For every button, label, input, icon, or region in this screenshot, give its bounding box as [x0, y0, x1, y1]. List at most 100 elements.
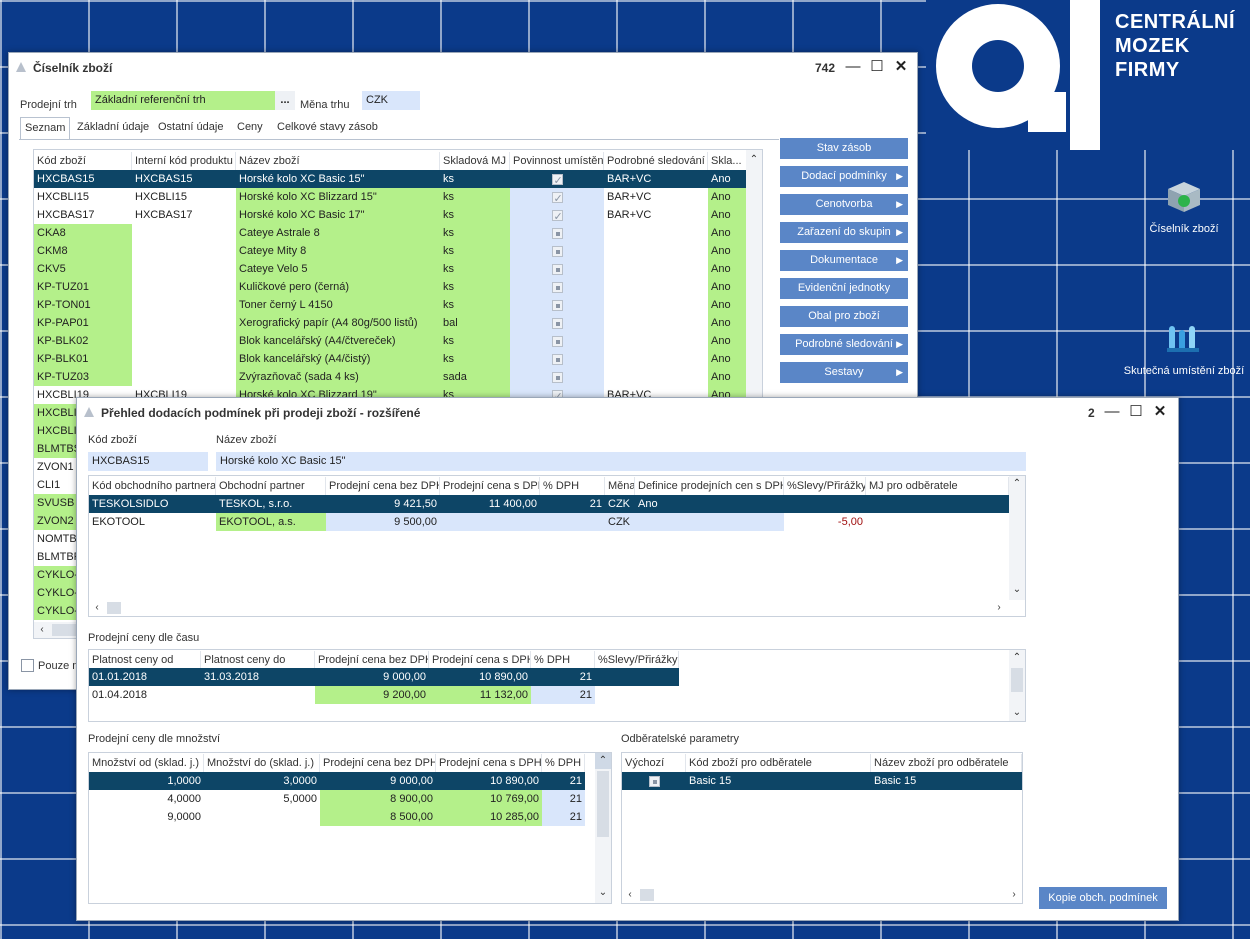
col-header[interactable]: Kód zboží — [34, 152, 132, 170]
scroll-thumb[interactable] — [640, 889, 654, 901]
scroll-up-icon[interactable]: ⌃ — [1012, 652, 1022, 663]
scroll-thumb[interactable] — [1011, 668, 1023, 692]
table-row[interactable]: CKA8 Cateye Astrale 8 ks Ano — [34, 224, 748, 242]
table-row[interactable]: KP-TON01 Toner černý L 4150 ks Ano — [34, 296, 748, 314]
col-header[interactable]: % DPH — [542, 754, 585, 772]
action-button[interactable]: Stav zásob — [780, 138, 908, 159]
minimize-button[interactable]: — — [845, 58, 861, 75]
scroll-right-icon[interactable]: › — [997, 602, 1001, 613]
placement-checkbox[interactable] — [551, 172, 563, 188]
horizontal-scrollbar[interactable]: ‹ › — [89, 600, 1025, 616]
table-row[interactable]: HXCBAS17 HXCBAS17 Horské kolo XC Basic 17"… — [34, 206, 748, 224]
table-row[interactable]: HXCBAS15 HXCBAS15 Horské kolo XC Basic 15"… — [34, 170, 748, 188]
scroll-up-icon[interactable]: ⌃ — [595, 753, 611, 769]
table-row[interactable]: BLMTBFZ — [34, 548, 748, 566]
col-header[interactable]: Interní kód produktu — [132, 152, 236, 170]
name-field[interactable]: Horské kolo XC Basic 15" — [216, 452, 1026, 471]
col-header[interactable]: Kód obchodního partnera — [89, 477, 216, 495]
col-header[interactable]: Výchozí — [622, 754, 686, 772]
col-header[interactable]: %Slevy/Přirážky — [595, 651, 679, 669]
col-header[interactable]: Prodejní cena bez DPH — [326, 477, 440, 495]
table-row[interactable]: KP-BLK01 Blok kancelářský (A4/čistý) ks Ano — [34, 350, 748, 368]
col-header[interactable]: Prodejní cena bez DPH — [320, 754, 436, 772]
action-button[interactable]: Evidenční jednotky — [780, 278, 908, 299]
maximize-button[interactable]: ☐ — [870, 58, 884, 75]
table-row[interactable]: EKOTOOL EKOTOOL, a.s. 9 500,00 CZK -5,00 — [89, 513, 1009, 531]
col-header[interactable]: Název zboží — [236, 152, 440, 170]
tab-zakladni-udaje[interactable]: Základní údaje — [77, 121, 150, 133]
maximize-button[interactable]: ☐ — [1129, 403, 1143, 420]
action-button[interactable]: Zařazení do skupin ▶ — [780, 222, 908, 243]
placement-checkbox[interactable] — [551, 263, 563, 275]
action-button[interactable]: Podrobné sledování ▶ — [780, 334, 908, 355]
table-row[interactable]: KP-PAP01 Xerografický papír (A4 80g/500 l… — [34, 314, 748, 332]
code-field[interactable]: HXCBAS15 — [88, 452, 208, 471]
vertical-scrollbar[interactable]: ⌃ ⌄ — [1009, 476, 1025, 600]
table-row[interactable]: NOMTBE — [34, 530, 748, 548]
col-header[interactable]: Platnost ceny do — [201, 651, 315, 669]
col-header[interactable]: % DPH — [531, 651, 595, 669]
col-header[interactable]: % DPH — [540, 477, 605, 495]
table-row[interactable]: KP-BLK02 Blok kancelářský (A4/čtvereček) k… — [34, 332, 748, 350]
col-header[interactable]: Skla... — [708, 152, 748, 170]
close-button[interactable]: ✕ — [894, 58, 908, 75]
table-row[interactable]: 1,0000 3,0000 9 000,00 10 890,00 21 — [89, 772, 585, 790]
col-header[interactable]: %Slevy/Přirážky — [784, 477, 866, 495]
table-row[interactable]: CKV5 Cateye Velo 5 ks Ano — [34, 260, 748, 278]
action-button[interactable]: Cenotvorba ▶ — [780, 194, 908, 215]
table-row[interactable]: 9,0000 8 500,00 10 285,00 21 — [89, 808, 585, 826]
table-row[interactable]: HXCBLI15 HXCBLI15 Horské kolo XC Blizzard … — [34, 188, 748, 206]
placement-checkbox[interactable] — [551, 317, 563, 329]
market-field[interactable]: Základní referenční trh — [91, 91, 275, 110]
placement-checkbox[interactable] — [551, 227, 563, 239]
placement-checkbox[interactable] — [551, 299, 563, 311]
col-header[interactable]: Prodejní cena s DPH — [436, 754, 542, 772]
tab-ostatni-udaje[interactable]: Ostatní údaje — [158, 121, 224, 133]
table-row[interactable]: CLI1 — [34, 476, 748, 494]
col-header[interactable]: Obchodní partner — [216, 477, 326, 495]
scroll-thumb[interactable] — [52, 624, 76, 636]
col-header[interactable]: Skladová MJ — [440, 152, 510, 170]
close-button[interactable]: ✕ — [1153, 403, 1167, 420]
col-header[interactable]: Prodejní cena s DPH — [440, 477, 540, 495]
desktop-icon-umisteni[interactable]: Skutečná umístění zboží — [1119, 322, 1249, 377]
copy-conditions-button[interactable]: Kopie obch. podmínek — [1039, 887, 1167, 909]
default-checkbox[interactable] — [648, 775, 660, 787]
table-row[interactable]: 4,0000 5,0000 8 900,00 10 769,00 21 — [89, 790, 585, 808]
scroll-up-icon[interactable]: ⌃ — [1012, 478, 1022, 489]
col-header[interactable]: Měna — [605, 477, 635, 495]
scroll-left-icon[interactable]: ‹ — [40, 624, 44, 635]
table-row[interactable]: KP-TUZ03 Zvýrazňovač (sada 4 ks) sada Ano — [34, 368, 748, 386]
col-header[interactable]: Množství od (sklad. j.) — [89, 754, 204, 772]
placement-checkbox[interactable] — [551, 281, 563, 293]
scroll-left-icon[interactable]: ‹ — [95, 602, 99, 613]
currency-field[interactable]: CZK — [362, 91, 420, 110]
placement-checkbox[interactable] — [551, 245, 563, 257]
col-header[interactable]: Povinnost umístění — [510, 152, 604, 170]
scroll-left-icon[interactable]: ‹ — [628, 889, 632, 900]
vertical-scrollbar[interactable]: ⌃ ⌄ — [1009, 650, 1025, 721]
horizontal-scrollbar[interactable]: ‹ › — [622, 887, 1022, 903]
tab-celkove-stavy[interactable]: Celkové stavy zásob — [277, 121, 378, 133]
scroll-thumb[interactable] — [597, 771, 609, 837]
scroll-thumb[interactable] — [107, 602, 121, 614]
tab-ceny[interactable]: Ceny — [237, 121, 263, 133]
market-browse-button[interactable]: ... — [275, 91, 295, 110]
desktop-icon-ciselnik[interactable]: Číselník zboží — [1119, 180, 1249, 235]
table-row[interactable]: CKM8 Cateye Mity 8 ks Ano — [34, 242, 748, 260]
minimize-button[interactable]: — — [1104, 403, 1120, 420]
placement-checkbox[interactable] — [551, 208, 563, 224]
table-row[interactable]: Basic 15 Basic 15 — [622, 772, 1022, 790]
tab-seznam[interactable]: Seznam — [20, 117, 71, 139]
col-header[interactable]: Množství do (sklad. j.) — [204, 754, 320, 772]
action-button[interactable]: Sestavy ▶ — [780, 362, 908, 383]
scroll-right-icon[interactable]: › — [1012, 889, 1016, 900]
action-button[interactable]: Dokumentace ▶ — [780, 250, 908, 271]
col-header[interactable]: Podrobné sledování — [604, 152, 708, 170]
col-header[interactable]: Platnost ceny od — [89, 651, 201, 669]
col-header[interactable]: Prodejní cena bez DPH — [315, 651, 429, 669]
col-header[interactable]: Kód zboží pro odběratele — [686, 754, 871, 772]
table-row[interactable]: ZVON1 — [34, 458, 748, 476]
col-header[interactable]: Definice prodejních cen s DPH — [635, 477, 784, 495]
scroll-down-icon[interactable]: ⌄ — [598, 887, 608, 898]
